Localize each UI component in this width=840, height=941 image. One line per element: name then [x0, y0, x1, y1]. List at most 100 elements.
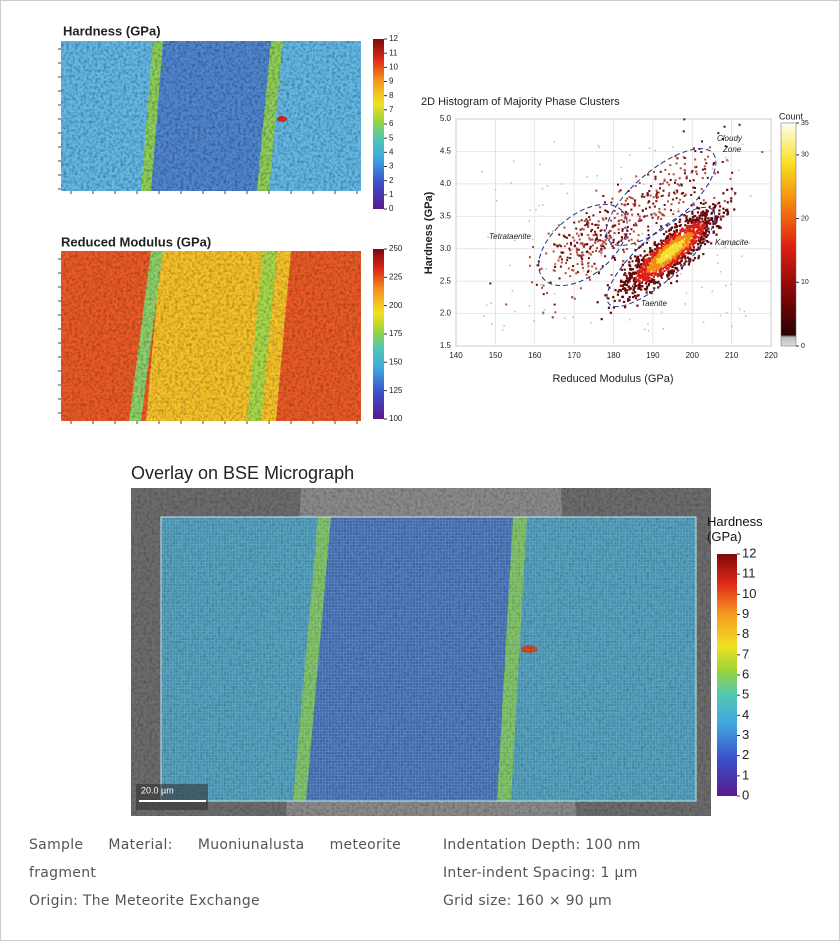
histogram-bin [608, 238, 611, 241]
histogram-bin [675, 266, 678, 270]
histogram-bin [655, 222, 658, 225]
histogram-bin [667, 271, 670, 274]
histogram-bin [673, 235, 676, 238]
histogram-bin [667, 200, 670, 203]
histogram-bin [660, 258, 663, 262]
histogram-bin [695, 229, 698, 233]
histogram-bin [627, 297, 630, 300]
histogram-bin [601, 217, 604, 220]
histogram-bin [713, 206, 716, 209]
histogram-bin [673, 244, 676, 247]
histogram-bin [531, 281, 534, 284]
caption-left: Sample Material: Muoniunalusta meteorite… [29, 831, 401, 915]
histogram-bin [724, 246, 727, 248]
y-tick-label: 3.0 [440, 244, 452, 253]
histogram-bin [643, 269, 646, 272]
histogram-bin [616, 242, 619, 245]
histogram-bin [702, 199, 705, 202]
histogram-bin [577, 248, 580, 251]
histogram-bin [701, 177, 704, 180]
histogram-bin [692, 240, 695, 243]
histogram-bin [666, 264, 670, 267]
histogram-bin [679, 229, 682, 232]
histogram-bin [706, 155, 709, 158]
histogram-bin [503, 325, 505, 327]
histogram-bin [643, 278, 646, 282]
histogram-bin [633, 279, 636, 283]
annotation: Kamacite [715, 238, 749, 247]
histogram-bin [704, 158, 707, 161]
histogram-bin [668, 229, 671, 232]
histogram-bin [648, 251, 652, 254]
histogram-bin [662, 194, 665, 197]
histogram-bin [715, 220, 718, 223]
histogram-bin [681, 253, 684, 256]
histogram-bin [624, 199, 627, 202]
histogram-bin [596, 175, 598, 177]
histogram-bin [622, 220, 625, 223]
histogram-bin [595, 237, 598, 240]
histogram-bin [624, 272, 627, 275]
histogram-bin [731, 325, 733, 328]
histogram-bin [638, 182, 641, 185]
histogram-bin [655, 195, 658, 198]
y-tick-label: 4.5 [440, 147, 452, 156]
scale-bar-label: 20.0 µm [141, 785, 174, 795]
histogram-bin [648, 189, 651, 192]
histogram-bin [718, 212, 721, 215]
histogram-bin [657, 196, 660, 199]
histogram-bin [662, 253, 666, 256]
histogram-bin [698, 240, 702, 243]
colorbar-tick-label: 10 [389, 62, 398, 71]
histogram-bin [678, 220, 681, 224]
histogram-bin [558, 256, 561, 259]
histogram-bin [626, 229, 629, 232]
histogram-bin [654, 175, 657, 178]
histogram-bin [589, 238, 592, 241]
histogram-bin [693, 231, 696, 234]
histogram-bin [739, 308, 741, 311]
histogram-bin [581, 263, 584, 266]
histogram-bin [528, 264, 531, 267]
histogram-bin [687, 263, 691, 266]
histogram-bin [664, 260, 667, 263]
histogram-bin [672, 240, 676, 243]
histogram-bin [589, 245, 592, 248]
histogram-bin [630, 208, 633, 211]
histogram-bin [639, 245, 642, 248]
histogram-bin [660, 265, 663, 269]
histogram-bin [680, 245, 684, 248]
histogram-bin [585, 212, 588, 215]
histogram-bin [647, 234, 650, 237]
histogram-bin [571, 268, 574, 271]
histogram-bin [651, 252, 654, 255]
histogram-bin [553, 303, 556, 306]
histogram-bin [543, 308, 546, 311]
histogram-bin [629, 275, 632, 278]
colorbar-tick-label: 175 [389, 329, 403, 338]
histogram-bin [696, 226, 699, 229]
histogram-bin [684, 255, 687, 258]
histogram-bin [648, 262, 651, 265]
histogram-bin [620, 239, 623, 242]
histogram-bin [653, 205, 656, 208]
colorbar-tick-label: 6 [742, 666, 749, 681]
histogram-bin [680, 264, 683, 267]
histogram-bin [688, 233, 692, 236]
histogram-bin [660, 243, 663, 246]
histogram-bin [722, 211, 726, 214]
histogram-bin [634, 271, 637, 274]
histogram-bin [637, 283, 640, 287]
histogram-bin [647, 263, 650, 266]
histogram-bin [679, 272, 682, 275]
histogram-bin [710, 212, 713, 215]
histogram-bin [641, 232, 643, 235]
histogram-bin [599, 206, 602, 209]
histogram-bin [684, 260, 687, 263]
histogram-bin [674, 255, 677, 258]
histogram-bin [634, 201, 637, 204]
histogram-bin [603, 201, 606, 204]
histogram-bin [604, 239, 607, 242]
histogram-bin [578, 254, 581, 257]
histogram-bin [648, 264, 651, 268]
